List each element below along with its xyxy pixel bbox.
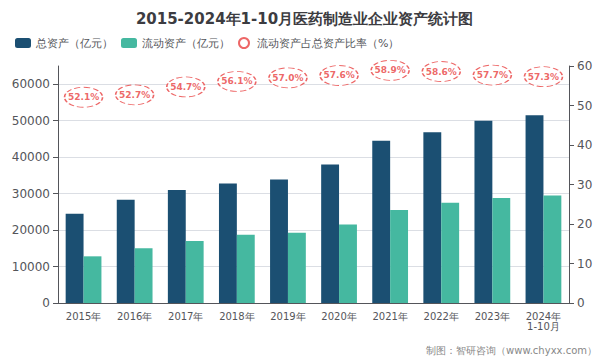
svg-text:54.7%: 54.7% (170, 82, 201, 92)
svg-text:40: 40 (577, 138, 592, 152)
svg-text:60000: 60000 (12, 77, 50, 91)
svg-text:58.9%: 58.9% (375, 65, 406, 75)
svg-text:总资产（亿元）: 总资产（亿元） (35, 37, 113, 50)
svg-text:2018年: 2018年 (219, 311, 254, 322)
svg-text:20: 20 (577, 217, 592, 231)
svg-text:0: 0 (42, 296, 50, 310)
svg-text:2021年: 2021年 (372, 311, 407, 322)
svg-text:制图：智研咨询（www.chyxx.com）: 制图：智研咨询（www.chyxx.com） (426, 345, 597, 356)
svg-text:56.1%: 56.1% (221, 76, 252, 86)
svg-text:52.1%: 52.1% (68, 92, 99, 102)
svg-text:57.7%: 57.7% (477, 70, 508, 80)
svg-text:1-10月: 1-10月 (527, 321, 560, 332)
svg-text:50000: 50000 (12, 114, 50, 128)
svg-text:2016年: 2016年 (117, 311, 152, 322)
svg-text:40000: 40000 (12, 150, 50, 164)
svg-text:57.3%: 57.3% (528, 72, 559, 82)
svg-text:57.0%: 57.0% (272, 73, 303, 83)
svg-text:50: 50 (577, 99, 592, 113)
svg-text:2022年: 2022年 (424, 311, 459, 322)
svg-text:58.6%: 58.6% (426, 67, 457, 77)
svg-text:20000: 20000 (12, 223, 50, 237)
svg-text:10: 10 (577, 257, 592, 271)
svg-text:0: 0 (577, 296, 585, 310)
svg-text:2020年: 2020年 (321, 311, 356, 322)
svg-text:60: 60 (577, 59, 592, 73)
svg-text:2019年: 2019年 (270, 311, 305, 322)
svg-text:2017年: 2017年 (168, 311, 203, 322)
svg-text:2024年: 2024年 (525, 310, 562, 322)
svg-text:2023年: 2023年 (475, 311, 510, 322)
svg-text:52.7%: 52.7% (119, 90, 150, 100)
svg-text:2015年: 2015年 (66, 311, 101, 322)
svg-text:30000: 30000 (12, 187, 50, 201)
svg-text:30: 30 (577, 178, 592, 192)
svg-text:流动资产（亿元）: 流动资产（亿元） (142, 37, 230, 50)
svg-text:10000: 10000 (12, 260, 50, 274)
svg-text:57.6%: 57.6% (323, 70, 354, 80)
svg-text:2015-2024年1-10月医药制造业企业资产统计图: 2015-2024年1-10月医药制造业企业资产统计图 (136, 10, 473, 28)
svg-text:流动资产占总资产比率（%）: 流动资产占总资产比率（%） (257, 37, 399, 50)
